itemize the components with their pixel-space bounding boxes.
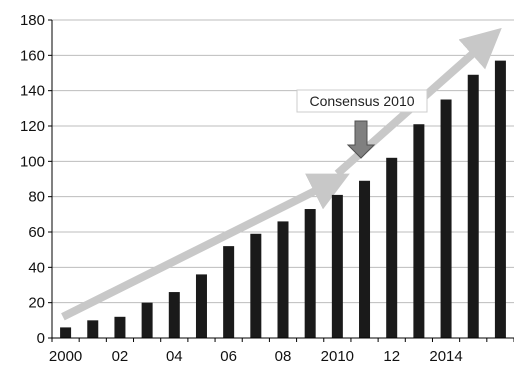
annotation-box [296,89,428,113]
bar [494,60,506,339]
x-tick-label: 2010 [321,348,354,365]
bar [359,180,371,338]
y-tick-label: 140 [20,83,45,100]
x-tick-label: 12 [383,348,400,365]
x-tick-label: 06 [220,348,237,365]
bar [440,99,452,338]
x-tick-label: 2000 [49,348,82,365]
bar [141,302,153,338]
bar [331,194,343,338]
y-tick-label: 40 [28,259,45,276]
bar [195,274,207,338]
x-tick-labels: 2000 02 04 06 08 2010 12 2014 [49,338,514,365]
y-tick-label: 120 [20,118,45,135]
y-tick-label: 20 [28,295,45,312]
bar [250,233,262,338]
bar [87,320,99,338]
bar [60,327,72,338]
trend-arrow [61,173,350,321]
y-tick-label: 180 [20,12,45,29]
x-tick-label: 08 [275,348,292,365]
annotation-label: Consensus 2010 [309,93,414,109]
bar [277,221,289,338]
bar [304,209,316,338]
x-tick-label: 04 [166,348,183,365]
y-tick-label: 100 [20,153,45,170]
consensus-annotation: Consensus 2010 [296,89,428,159]
bar [114,316,126,338]
y-tick-label: 80 [28,189,45,206]
bar [386,157,398,338]
y-tick-label: 160 [20,47,45,64]
bars [60,60,506,339]
down-arrow-icon [346,120,376,159]
bar [467,74,479,339]
gridlines [52,19,514,304]
bar [168,292,180,338]
x-tick-label: 2014 [429,348,462,365]
y-tick-label: 60 [28,224,45,241]
axes [51,20,514,339]
y-tick-label: 0 [37,330,45,347]
y-tick-labels: 0 20 40 60 80 100 120 140 160 180 [20,12,52,347]
x-tick-label: 02 [112,348,129,365]
bar [413,124,425,338]
bar [223,246,235,338]
